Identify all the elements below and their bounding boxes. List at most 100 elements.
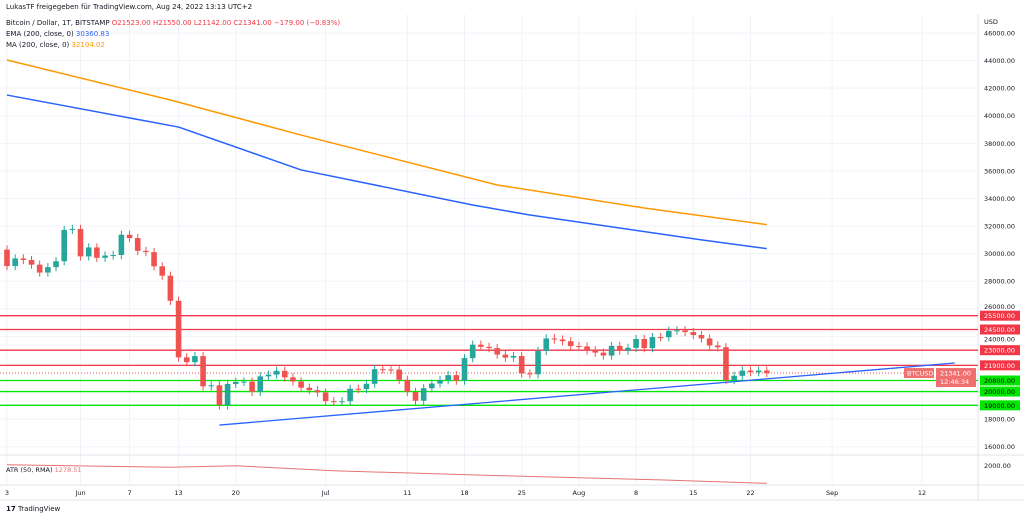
candle-body (723, 347, 729, 381)
candle-body (347, 388, 353, 402)
candle-body (331, 401, 337, 403)
price-tick-label: 32000.00 (984, 223, 1015, 231)
price-level-label: 25500.00 (984, 312, 1015, 320)
candle-body (77, 228, 84, 257)
candle-body (306, 387, 313, 391)
atr-legend: ATR (50, RMA) 1278.51 (6, 466, 82, 474)
price-level-label: 20000.00 (984, 388, 1015, 396)
candle-body (249, 381, 255, 392)
price-tick-label: 44000.00 (984, 57, 1015, 65)
price-level-label: 20800.00 (984, 377, 1015, 385)
candle-body (755, 370, 762, 373)
date-tick-label: 15 (689, 489, 697, 497)
low-value: L21142.00 (193, 19, 232, 27)
candle-body (110, 255, 117, 257)
tv-logo-icon: 17 (6, 505, 16, 513)
candle-body (36, 264, 43, 273)
price-level-badge (980, 360, 1020, 371)
candle-body (167, 275, 174, 301)
candle-body (126, 234, 133, 239)
candle-body (682, 330, 688, 333)
atr-line (6, 464, 767, 484)
candle-body (551, 338, 558, 340)
price-level-label: 19000.00 (984, 402, 1015, 410)
candle-body (200, 356, 206, 387)
candle-body (363, 383, 370, 390)
date-tick-label: Sep (826, 489, 838, 497)
date-tick-label: Aug (573, 489, 586, 497)
candle-body (714, 345, 721, 348)
candle-body (69, 228, 76, 230)
candle-body (698, 335, 705, 339)
price-tick-label: 16000.00 (984, 443, 1015, 451)
brand-label: TradingView (17, 505, 61, 513)
price-tick-label: 24000.00 (984, 335, 1015, 343)
candle-body (322, 392, 329, 402)
candle-body (567, 341, 574, 347)
candle-body (657, 337, 664, 339)
price-tick-label: 40000.00 (984, 112, 1015, 120)
candle-body (273, 370, 280, 375)
candle-body (690, 332, 697, 336)
date-tick-label: 22 (746, 489, 754, 497)
currency-label: USD (984, 18, 998, 26)
candle-body (502, 354, 509, 358)
date-tick-label: 7 (127, 489, 131, 497)
price-tick-label: 18000.00 (984, 416, 1015, 424)
ema-label[interactable]: EMA (200, close, 0) (6, 30, 74, 38)
atr-label[interactable]: ATR (50, RMA) (6, 466, 53, 474)
price-tick-label: 46000.00 (984, 30, 1015, 38)
price-level-badge (980, 386, 1020, 397)
symbol-badge-label: BTCUSD (907, 370, 933, 378)
atr-tick-label: 2000.00 (984, 462, 1011, 470)
candle-body (281, 370, 288, 378)
candle-body (641, 339, 648, 349)
candle-body (429, 383, 435, 389)
candle-body (216, 385, 223, 406)
symbol-badge (904, 368, 934, 379)
candle-body (543, 338, 550, 351)
candle-body (412, 391, 419, 401)
candle-body (208, 385, 215, 387)
candle-body (175, 300, 182, 358)
candle-body (61, 229, 67, 262)
candle-body (4, 249, 10, 267)
candle-body (616, 345, 623, 351)
date-tick-label: 8 (634, 489, 638, 497)
candle-body (396, 369, 402, 380)
candle-body (665, 330, 672, 338)
price-level-badge (980, 310, 1020, 321)
candle-body (445, 375, 451, 381)
ema-value: 30360.83 (75, 30, 110, 38)
candle-body (649, 337, 656, 349)
candle-body (747, 370, 754, 373)
candle-body (600, 352, 607, 356)
price-level-badge (980, 400, 1020, 411)
ma-label[interactable]: MA (200, close, 0) (6, 41, 70, 49)
ma-value: 32104.02 (71, 41, 105, 49)
candle-body (102, 255, 108, 258)
price-tick-label: 36000.00 (984, 167, 1015, 175)
last-price-badge (936, 368, 976, 388)
candle-body (608, 345, 615, 356)
ema-line (6, 94, 767, 250)
price-level-badge (980, 345, 1020, 356)
date-tick-label: 13 (174, 489, 182, 497)
tradingview-logo: 17 TradingView (6, 505, 60, 513)
candle-body (355, 388, 362, 390)
high-value: H21550.00 (152, 19, 192, 27)
candle-body (592, 350, 599, 353)
candle-body (633, 339, 639, 348)
price-tick-label: 38000.00 (984, 140, 1015, 148)
price-tick-label: 42000.00 (984, 85, 1015, 93)
symbol-label[interactable]: Bitcoin / Dollar, 1T, BITSTAMP (6, 19, 110, 27)
candle-body (494, 348, 500, 355)
open-value: O21523.00 (111, 19, 151, 27)
candle-body (134, 238, 141, 251)
candle-body (143, 250, 149, 253)
candle-body (257, 376, 264, 392)
date-tick-label: 18 (460, 489, 468, 497)
candle-body (404, 379, 411, 392)
candle-body (12, 258, 18, 267)
